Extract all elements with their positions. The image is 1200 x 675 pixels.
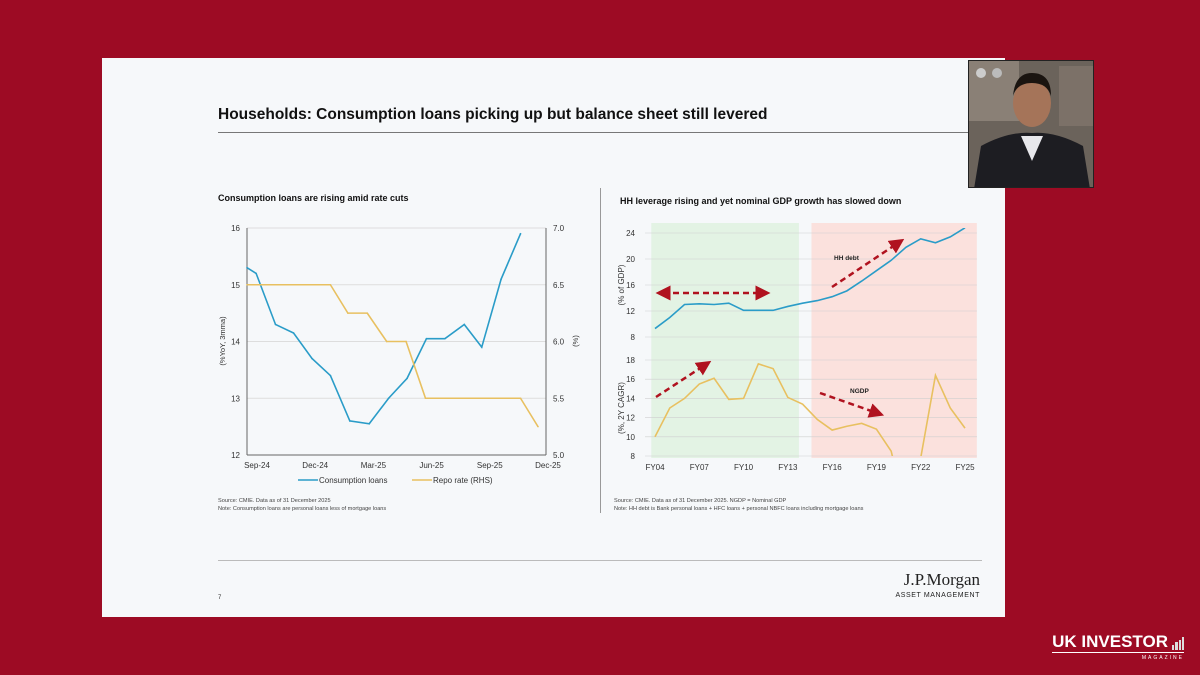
data-point xyxy=(444,337,446,340)
right-y-tick: 5.5 xyxy=(553,394,565,403)
data-point xyxy=(368,422,371,425)
shaded-region xyxy=(651,223,799,458)
logo-subtitle: ASSET MANAGEMENT xyxy=(895,592,980,599)
trend-arrow-icon xyxy=(831,238,905,289)
data-point xyxy=(405,340,407,343)
data-point xyxy=(366,312,369,314)
data-point xyxy=(329,283,332,286)
left-chart-source: Source: CMIE. Data as of 31 December 202… xyxy=(218,498,331,504)
data-point xyxy=(246,266,248,269)
left-chart-note: Note: Consumption loans are personal loa… xyxy=(218,506,387,512)
right-y-label: (%) xyxy=(571,335,580,347)
left-chart-title: Consumption loans are rising amid rate c… xyxy=(218,193,409,203)
data-point xyxy=(500,278,502,280)
data-point xyxy=(463,323,466,326)
x-tick: FY13 xyxy=(778,463,798,472)
x-tick: FY25 xyxy=(955,463,975,472)
y-tick: 16 xyxy=(626,281,635,290)
left-y-tick: 13 xyxy=(231,394,240,403)
left-y-tick: 15 xyxy=(231,281,240,290)
x-tick: Sep-24 xyxy=(244,461,270,470)
x-tick: FY16 xyxy=(823,463,843,472)
data-point xyxy=(385,340,388,343)
y-tick: 8 xyxy=(631,452,636,461)
y-tick: 12 xyxy=(626,414,635,423)
data-point xyxy=(329,374,332,377)
right-y-tick: 6.0 xyxy=(553,338,565,347)
data-point xyxy=(347,312,349,314)
data-point xyxy=(480,346,483,348)
right-y-tick: 6.5 xyxy=(553,281,565,290)
annotation-label: NGDP xyxy=(850,388,869,395)
annotation-label: HH debt xyxy=(834,255,860,262)
x-tick: FY19 xyxy=(867,463,887,472)
y-axis-label: (%, 2Y CAGR) xyxy=(617,382,626,434)
chart-divider xyxy=(600,188,601,513)
presenter-video xyxy=(969,61,1093,187)
right-chart-note: Note: HH debt is Bank personal loans + H… xyxy=(614,506,864,512)
left-y-tick: 16 xyxy=(231,224,240,233)
left-y-tick: 14 xyxy=(231,338,240,347)
y-tick: 20 xyxy=(626,255,635,264)
y-tick: 16 xyxy=(626,375,635,384)
logo-name: J.P.Morgan xyxy=(903,570,980,589)
data-point xyxy=(292,332,295,334)
x-tick: FY04 xyxy=(645,463,665,472)
data-point xyxy=(349,420,351,422)
slide-title: Households: Consumption loans picking up… xyxy=(218,106,768,123)
series-line-consumption-loans xyxy=(246,233,522,425)
series-line-hh-debt xyxy=(654,228,966,330)
right-y-tick: 5.0 xyxy=(553,451,565,460)
page-number: 7 xyxy=(218,595,222,601)
shaded-region xyxy=(811,223,977,458)
brand-name: UK INVESTOR xyxy=(1052,632,1168,651)
data-point xyxy=(311,357,313,360)
left-y-label: (%YoY, 3mma) xyxy=(218,316,227,366)
x-tick: FY22 xyxy=(911,463,931,472)
jpmorgan-logo: J.P.Morgan ASSET MANAGEMENT xyxy=(882,570,980,599)
y-tick: 8 xyxy=(631,333,636,342)
data-point xyxy=(406,377,408,380)
x-tick: Jun-25 xyxy=(419,461,444,470)
x-tick: Mar-25 xyxy=(361,461,387,470)
data-point xyxy=(255,272,257,275)
y-tick: 14 xyxy=(626,394,635,403)
data-point xyxy=(246,283,248,286)
data-point xyxy=(519,397,522,400)
series-line-repo-rate-rhs- xyxy=(247,283,539,428)
x-tick: Sep-25 xyxy=(477,461,503,470)
legend-label: Consumption loans xyxy=(319,476,387,485)
data-point xyxy=(537,425,539,428)
y-tick: 10 xyxy=(626,433,635,442)
data-point xyxy=(425,337,428,340)
data-point xyxy=(424,397,427,400)
data-point xyxy=(387,397,390,400)
data-point xyxy=(274,323,277,326)
series-line-ngdp xyxy=(654,362,966,456)
x-tick: FY07 xyxy=(690,463,710,472)
legend-label: Repo rate (RHS) xyxy=(433,476,493,485)
uk-investor-magazine-logo: UK INVESTOR MAGAZINE xyxy=(1052,632,1184,661)
y-tick: 24 xyxy=(626,229,635,238)
y-axis-label: (% of GDP) xyxy=(617,264,626,305)
x-tick: FY10 xyxy=(734,463,754,472)
bar-chart-icon xyxy=(1172,637,1184,650)
x-tick: Dec-25 xyxy=(535,461,561,470)
brand-subtitle: MAGAZINE xyxy=(1141,655,1184,661)
footer-divider xyxy=(218,560,982,561)
presenter-webcam xyxy=(968,60,1094,188)
y-tick: 18 xyxy=(626,356,635,365)
x-tick: Dec-24 xyxy=(302,461,328,470)
right-chart-title: HH leverage rising and yet nominal GDP g… xyxy=(620,196,902,206)
right-y-tick: 7.0 xyxy=(553,224,565,233)
right-chart-source: Source: CMIE. Data as of 31 December 202… xyxy=(614,498,787,504)
y-tick: 12 xyxy=(626,307,635,316)
left-y-tick: 12 xyxy=(231,451,240,460)
data-point xyxy=(519,232,522,235)
title-divider xyxy=(218,132,970,133)
trend-arrow-icon xyxy=(819,391,885,418)
